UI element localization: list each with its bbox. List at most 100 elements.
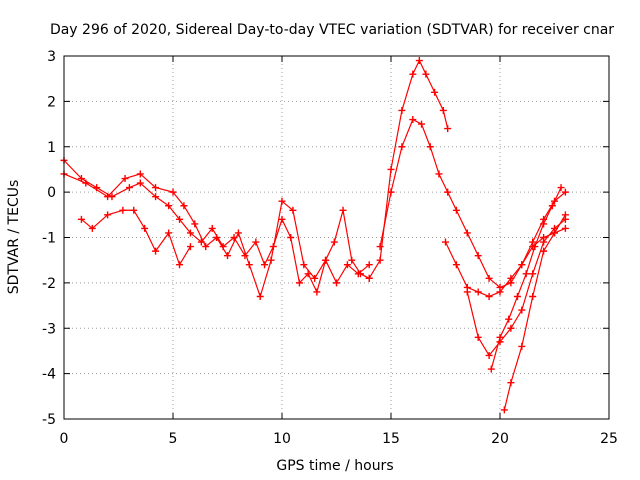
data-point	[125, 184, 133, 192]
y-tick-label: 1	[47, 140, 56, 156]
series-line	[368, 59, 449, 279]
data-point	[531, 243, 539, 251]
data-point	[119, 206, 127, 214]
series-line	[63, 159, 370, 293]
data-point	[507, 324, 515, 332]
series-line	[444, 227, 566, 298]
data-point	[474, 288, 482, 296]
data-point	[365, 261, 373, 269]
data-point	[165, 229, 173, 237]
data-point	[300, 261, 308, 269]
y-tick-label: -1	[42, 231, 56, 247]
series-line	[81, 209, 191, 266]
data-point	[439, 106, 447, 114]
y-tick-label: 2	[47, 94, 56, 110]
data-point	[191, 220, 199, 228]
data-point	[339, 206, 347, 214]
x-tick-label: 25	[600, 431, 618, 447]
axis-ticks: 0 5 10 15 20 25 -5 -4 -3 -2 -1 0 1 2 3	[42, 49, 618, 447]
data-point	[485, 351, 493, 359]
series-track-b	[60, 170, 373, 300]
data-point	[376, 243, 384, 251]
data-point	[267, 256, 275, 264]
x-tick-label: 5	[169, 431, 178, 447]
data-point	[474, 333, 482, 341]
y-tick-label: -3	[42, 321, 56, 337]
x-tick-label: 20	[491, 431, 509, 447]
data-point	[333, 279, 340, 287]
data-point	[136, 179, 144, 187]
data-point	[224, 252, 231, 260]
data-point	[398, 143, 406, 151]
data-point	[442, 238, 449, 246]
data-point	[141, 224, 149, 232]
series-line	[379, 118, 566, 289]
data-point	[376, 256, 384, 264]
data-point	[387, 188, 395, 196]
data-point	[557, 184, 565, 192]
data-point	[522, 270, 530, 278]
data-point	[485, 292, 493, 300]
data-point	[348, 256, 356, 264]
data-point	[422, 70, 430, 78]
data-point	[311, 274, 319, 282]
data-point	[500, 406, 508, 414]
data-point	[136, 170, 144, 178]
data-point	[322, 256, 330, 264]
data-point	[169, 188, 177, 196]
data-point	[415, 57, 423, 65]
data-point	[104, 193, 112, 201]
data-point	[409, 116, 417, 124]
data-point	[234, 229, 242, 237]
data-point	[548, 202, 556, 210]
data-point	[529, 292, 537, 300]
data-point	[540, 247, 548, 255]
data-point	[452, 206, 460, 214]
x-axis-label: GPS time / hours	[276, 458, 393, 474]
y-axis-label: SDTVAR / TECUs	[6, 180, 22, 295]
grid	[64, 56, 609, 419]
data-point	[313, 288, 321, 296]
data-point	[77, 215, 85, 223]
data-point	[208, 224, 216, 232]
data-point	[561, 224, 569, 232]
y-tick-label: -5	[42, 412, 56, 428]
data-point	[152, 184, 160, 192]
data-point	[487, 365, 495, 373]
data-point	[507, 379, 515, 387]
data-point	[82, 179, 90, 187]
data-point	[513, 292, 521, 300]
data-point	[354, 270, 362, 278]
y-tick-label: -2	[42, 276, 56, 292]
data-point	[398, 106, 406, 114]
series-track-f	[442, 224, 569, 300]
data-point	[176, 261, 184, 269]
chart-title: Day 296 of 2020, Sidereal Day-to-day VTE…	[50, 22, 614, 38]
series-track-a	[60, 156, 373, 296]
data-point	[176, 215, 184, 223]
data-point	[529, 270, 537, 278]
data-point	[561, 188, 569, 196]
series-track-g	[463, 215, 569, 359]
data-point	[186, 243, 194, 251]
data-point	[431, 88, 439, 96]
data-point	[463, 229, 471, 237]
data-point	[540, 238, 548, 246]
data-point	[435, 170, 443, 178]
data-point	[452, 261, 460, 269]
data-point	[507, 274, 515, 282]
data-series	[60, 57, 569, 414]
data-point	[213, 234, 221, 241]
series-track-h	[487, 184, 565, 373]
data-point	[180, 202, 188, 210]
x-tick-label: 15	[382, 431, 400, 447]
data-point	[152, 193, 160, 201]
data-point	[130, 206, 138, 214]
data-point	[518, 261, 526, 269]
data-point	[518, 342, 526, 350]
data-point	[518, 306, 526, 314]
series-track-i	[500, 211, 569, 414]
series-track-d	[365, 57, 452, 282]
data-point	[186, 229, 194, 237]
data-point	[343, 261, 351, 269]
